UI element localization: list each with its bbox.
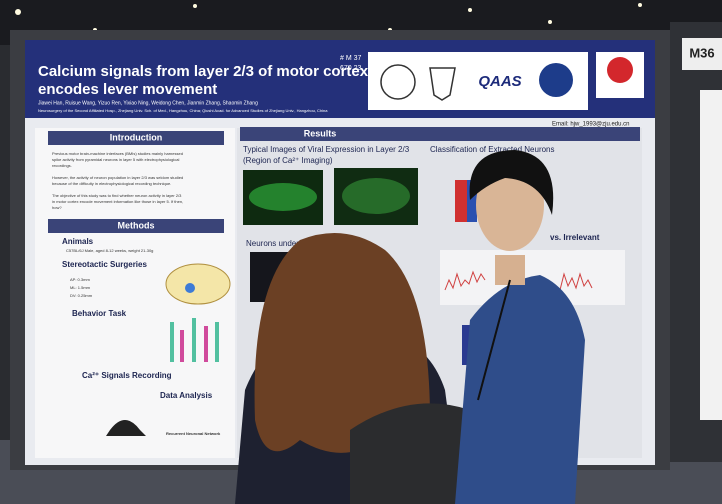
text-line: ML: 1.5mm [70,285,91,290]
affiliations: Neurosurgery of the Second Affiliated Ho… [38,108,328,113]
person-woman-hair [254,232,430,453]
person-man-hair [469,150,554,215]
subheading: Behavior Task [72,309,127,318]
subheading: Animals [62,237,94,246]
text-line: how? [52,205,62,210]
section-header [240,127,640,141]
chart-bar [467,180,477,222]
section-title: Introduction [110,132,163,142]
booth-number: M36 [689,45,714,60]
subheading: Classification of Extracted Neurons [430,145,555,154]
section-header [48,219,224,233]
person-man-jacket [455,275,585,504]
chart-bar [462,325,472,365]
subheading: (Region of Ca²⁺ Imaging) [243,156,333,165]
text-line: spike activity from pyramidal neurons in… [52,157,180,162]
email: Email: hjw_1993@zju.edu.cn [552,122,629,128]
brain-diagram [165,263,231,305]
poster-title: Calcium signals from layer 2/3 of motor … [38,63,369,80]
text-line: DV: 0.25mm [70,293,93,298]
fluorescence [249,183,317,211]
section-header [48,131,224,145]
next-poster [700,90,722,420]
chart-bar [455,180,467,222]
subheading: Stereotactic Surgeries [62,260,147,269]
subheading: Data Analysis [160,391,213,400]
poster-number: # M 37 [340,55,362,62]
text-line: However, the activity of neuron populati… [52,175,183,180]
text-line: recordings. [52,163,72,168]
subheading: Neurons under Mi [246,239,310,248]
text-line: because of the difficulty in electrophys… [52,181,171,186]
logo [380,64,416,100]
coordinates: AP: 0.3mm ML: 1.5mm DV: 0.25mm [70,277,93,298]
subheading: Ca²⁺ Signals Recording [82,371,172,380]
authors: Jiawei Han, Ruisue Wang, Yizuo Ren, Yixi… [38,100,258,106]
booth-sign [682,38,722,70]
text-line: AP: 0.3mm [70,277,90,282]
no-photo-icon [607,57,633,83]
trace [444,270,593,291]
section-title: Methods [118,220,155,230]
intro-text: Previous motor brain-machine interfaces … [52,151,183,210]
logo-text: QAAS [478,73,521,90]
text-line: in motor cortex encode movement informat… [52,199,183,204]
text-line: C57BL/6J Male, aged 8-12 weeks, weight 2… [66,248,153,253]
poster-title: encodes lever movement [38,81,217,98]
logo [539,63,573,97]
lanyard [477,279,511,401]
text-line: Previous motor brain-machine interfaces … [52,151,183,156]
behavior-bars [170,318,219,362]
subheading: Typical Images of Viral Expression in La… [243,145,410,154]
fluorescence [342,178,410,214]
text-line: Recurrent Neuronal Network [166,431,221,436]
mouse-icon [106,420,146,436]
section-title: Results [304,128,337,138]
subheading: vs. Irrelevant [550,233,600,242]
text-line: The objective of this study was to find … [52,193,182,198]
injection-site [185,283,195,293]
logo [429,67,456,101]
poster-code: 670.23 [340,65,362,72]
